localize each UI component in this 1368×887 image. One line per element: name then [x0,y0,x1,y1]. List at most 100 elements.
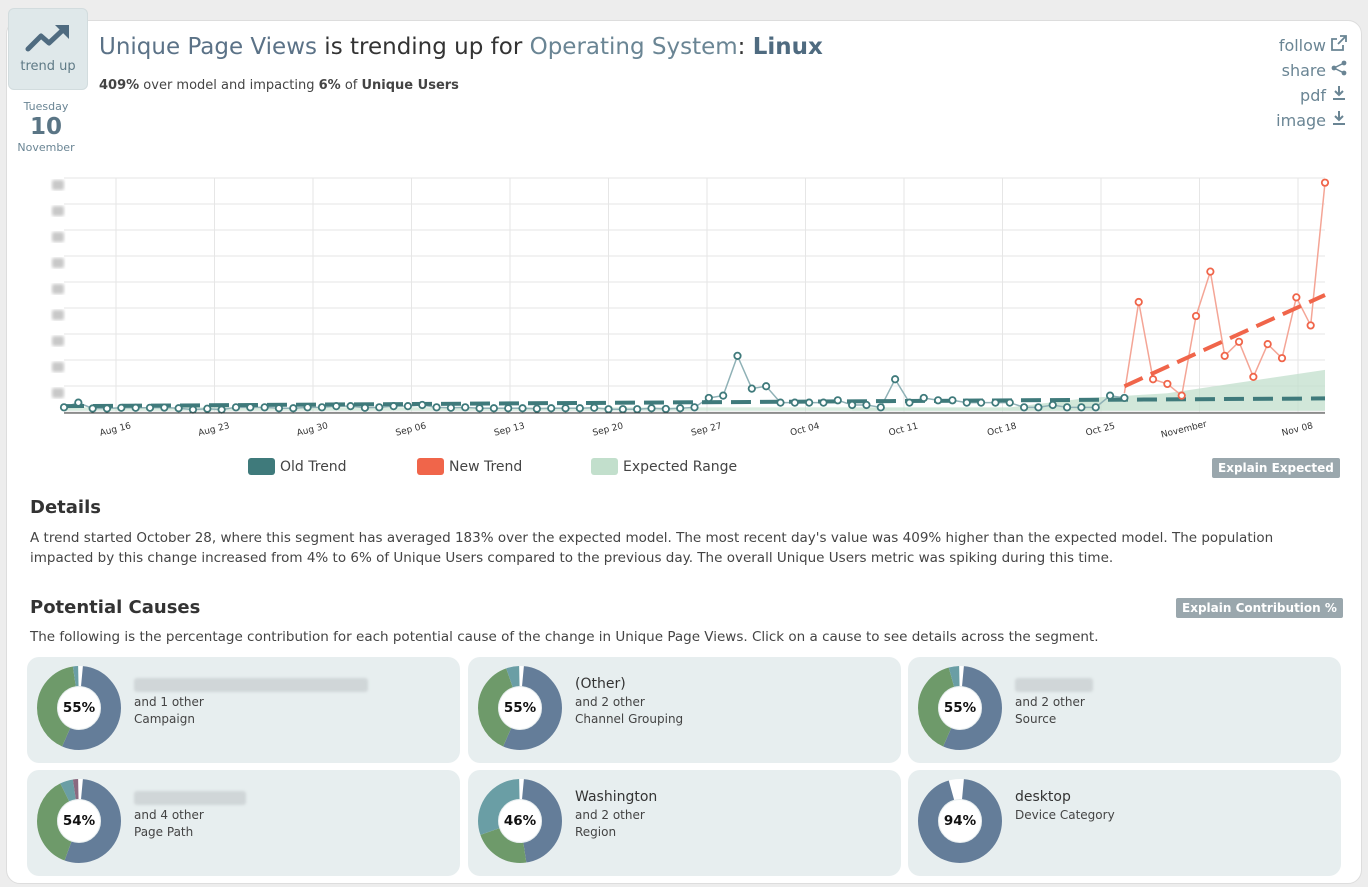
legend-old-trend[interactable]: Old Trend [248,458,347,475]
details-heading: Details [30,497,101,518]
old-data-point [848,400,857,410]
new-data-point [1320,178,1330,187]
old-data-point [819,398,828,407]
legend-new-trend[interactable]: New Trend [417,458,522,475]
old-data-point [289,404,298,413]
cause-name: (Other) [575,676,626,692]
legend-label-old: Old Trend [280,458,347,475]
new-data-point [1206,267,1215,276]
old-data-point [934,396,943,405]
share-link[interactable]: share [1276,58,1348,83]
donut-segment [37,779,121,863]
old-data-point [418,400,427,410]
download-icon [1330,83,1348,108]
old-data-point [805,398,814,407]
old-data-point [102,404,112,413]
new-data-point [1148,375,1158,384]
subtitle-text-2: of [340,78,362,93]
old-data-point [403,402,413,411]
old-data-point [461,403,470,412]
cause-card[interactable]: 94% desktop Device Category [908,770,1341,876]
explain-expected-button[interactable]: Explain Expected [1212,458,1340,478]
old-data-point [260,403,269,412]
old-data-point [948,396,957,405]
x-tick-label: Aug 23 [197,421,230,438]
old-data-point [1034,403,1043,412]
donut-segment [37,666,121,750]
donut-segment [478,779,562,863]
cause-category: Page Path [134,825,194,839]
pdf-link[interactable]: pdf [1276,83,1348,108]
cause-percent: 55% [503,700,537,716]
image-link[interactable]: image [1276,108,1348,133]
old-data-point [790,398,799,407]
donut-segment [918,666,1002,750]
x-tick-label: Oct 11 [888,422,919,439]
population: Unique Users [361,78,459,93]
donut-segment [478,779,562,863]
cause-card[interactable]: 55% and 1 other Campaign [27,657,460,763]
old-data-point [891,375,900,384]
external-link-icon [1330,33,1348,58]
cause-card[interactable]: 55% (Other) and 2 other Channel Grouping [468,657,901,763]
expected-range-area [64,407,853,411]
trend-up-icon [25,25,69,52]
legend-swatch-old [248,458,275,475]
old-data-point [131,403,140,412]
contribution-donut [478,779,562,863]
x-tick-label: Sep 20 [592,421,625,438]
x-tick-label: Sep 27 [690,421,723,438]
y-tick-label [52,206,64,216]
x-tick-label: November [1160,419,1208,440]
old-data-point [74,398,83,407]
pdf-label: pdf [1300,86,1326,105]
old-data-point [375,403,384,412]
date-display: Tuesday 10 November [14,100,78,154]
actions-menu: follow share pdf image [1276,33,1348,133]
cause-percent: 94% [943,813,977,829]
new-data-point [1277,354,1287,363]
cause-card[interactable]: 46% Washington and 2 other Region [468,770,901,876]
y-tick-label [52,284,64,294]
old-data-point [504,404,513,413]
cause-other-count: and 2 other [575,808,645,822]
cause-card[interactable]: 55% and 2 other Source [908,657,1341,763]
donut-segment [478,666,562,750]
old-data-point [475,404,484,413]
explain-contribution-button[interactable]: Explain Contribution % [1176,598,1343,618]
old-data-point [332,402,341,411]
new-data-point [1191,311,1201,321]
legend-expected-range[interactable]: Expected Range [591,458,737,475]
share-icon [1330,58,1348,83]
share-label: share [1281,61,1326,80]
y-tick-label [52,362,64,372]
follow-link[interactable]: follow [1276,33,1348,58]
cause-category: Region [575,825,617,839]
y-tick-label [52,388,64,398]
old-data-point [862,400,871,410]
old-data-point [1120,393,1129,403]
old-data-point [719,391,728,400]
legend-label-expected: Expected Range [623,458,738,475]
title-metric: Unique Page Views [99,34,317,60]
x-tick-label: Oct 25 [1085,422,1116,439]
redacted-name [134,791,246,805]
x-tick-label: Sep 13 [493,421,526,438]
old-data-point [575,404,584,413]
x-tick-label: Oct 18 [986,422,1018,439]
old-trend-line [63,396,1326,409]
cause-other-count: and 2 other [575,695,645,709]
old-data-point [647,404,656,413]
pct-over-model: 409% [99,78,140,93]
cause-category: Device Category [1015,808,1115,822]
trend-badge: trend up [8,8,88,90]
cause-percent: 55% [943,700,977,716]
cause-card[interactable]: 54% and 4 other Page Path [27,770,460,876]
page-title: Unique Page Views is trending up for Ope… [99,34,823,60]
image-label: image [1276,111,1326,130]
old-data-point [446,403,455,412]
new-data-point [1220,351,1229,360]
old-data-point [919,393,928,403]
redacted-name [134,678,368,692]
contribution-donut [37,666,121,750]
